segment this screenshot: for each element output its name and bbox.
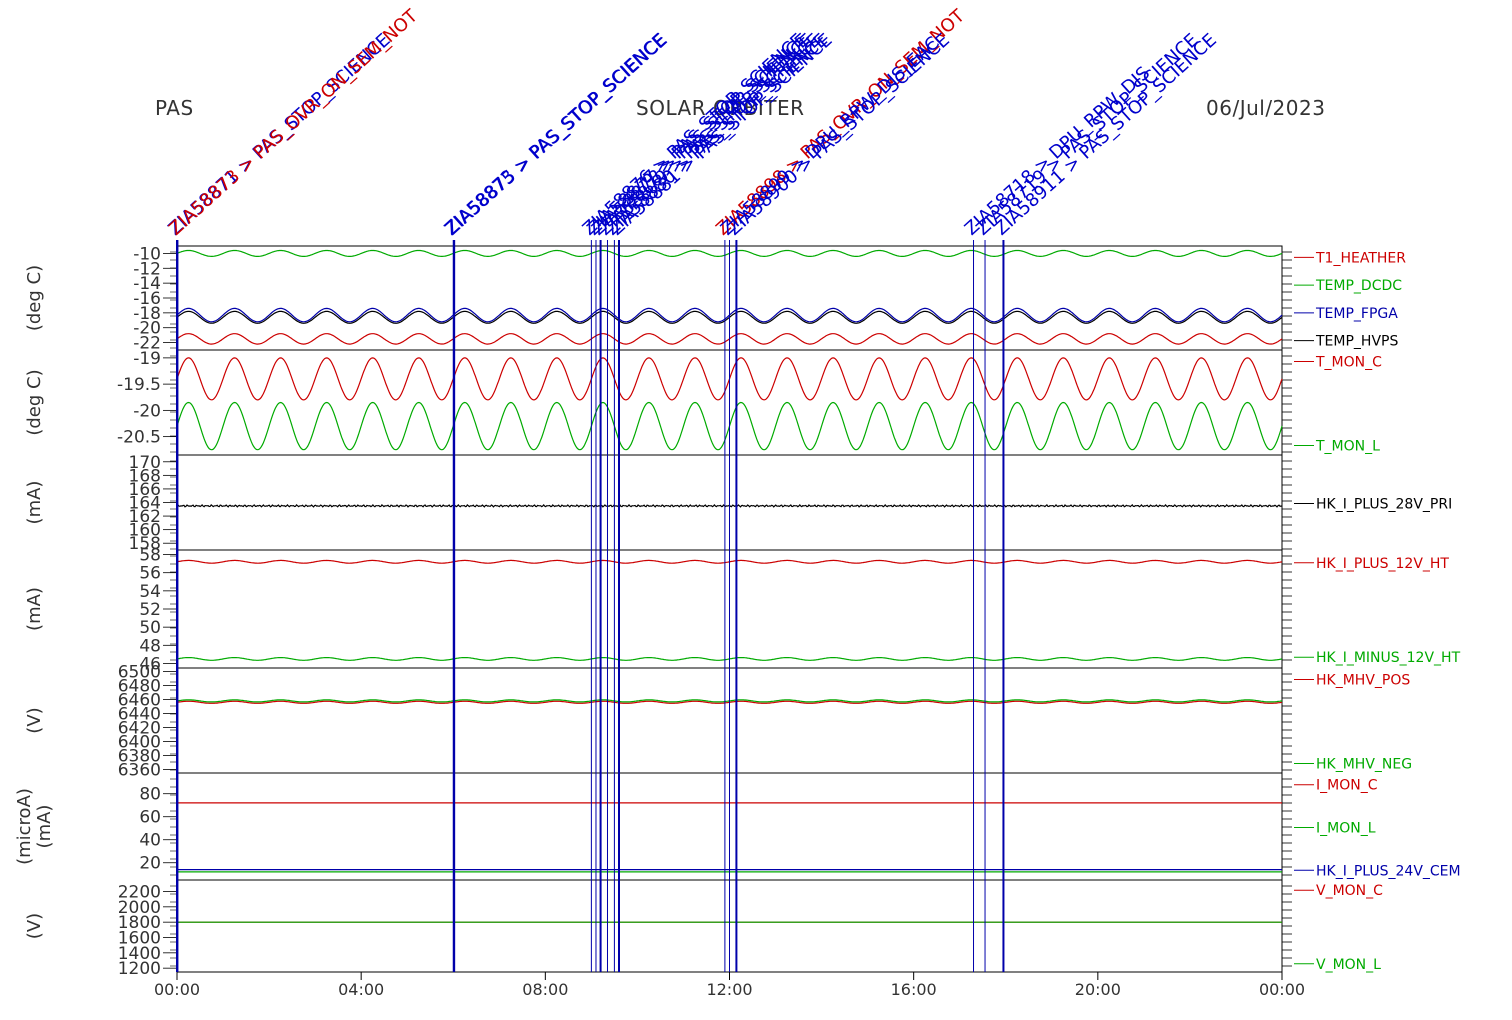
legend-label: TEMP_HVPS <box>1315 334 1398 350</box>
y-tick-label: 1400 <box>118 944 161 964</box>
y-tick-label: 6440 <box>118 705 161 725</box>
y-tick-label: 6360 <box>118 761 161 781</box>
y-tick-label: 158 <box>129 534 161 554</box>
y-tick-label: 162 <box>129 507 161 527</box>
y-tick-label: -20.5 <box>117 428 161 448</box>
panel-6: 80 60 40 20 (microA) (mA) I_MON_C I_MON_L HK_I_P… <box>14 772 1461 881</box>
legend-label: HK_I_PLUS_24V_CEM <box>1316 863 1461 879</box>
y-tick-label: 6400 <box>118 733 161 753</box>
y-axis-label: (microA) <box>14 788 35 865</box>
y-tick-label: -18 <box>133 304 161 324</box>
event-marker-label: ZIA58719 > PAS_STOP_SCIENCE <box>972 30 1202 240</box>
legend-label: HK_MHV_NEG <box>1316 757 1412 773</box>
y-tick-label: 170 <box>129 453 161 473</box>
event-marker-label: ZIA58911 > PAS_STOP_SCIENCE <box>991 30 1221 240</box>
y-tick-label: 164 <box>129 494 161 514</box>
y-axis-label: (deg C) <box>24 265 45 331</box>
panel-2: -19 -19.5 -20 -20.5 (deg C) T_MON_C T_MON_L <box>24 349 1382 456</box>
panel-1: -10-12-14-16-18-20-22 (deg C) T1_HEATHER TE… <box>24 244 1406 353</box>
y-tick-label: 48 <box>139 636 161 656</box>
y-tick-label: 1200 <box>118 959 161 979</box>
legend-label: T1_HEATHER <box>1315 250 1406 266</box>
x-tick-label: 08:00 <box>522 980 568 999</box>
y-tick-label: 166 <box>129 480 161 500</box>
y-tick-label: -14 <box>133 274 161 294</box>
x-tick-label: 00:00 <box>154 980 200 999</box>
y-axis-label: (V) <box>24 913 45 939</box>
y-axis-label: (mA) <box>24 481 45 525</box>
x-tick-label: 00:00 <box>1259 980 1305 999</box>
y-tick-label: 6420 <box>118 719 161 739</box>
x-axis: 00:00 04:00 08:00 12:00 16:00 20:00 00:00 <box>154 972 1305 999</box>
legend-label: HK_MHV_POS <box>1316 673 1410 689</box>
y-tick-label: 1800 <box>118 913 161 933</box>
y-tick-label: -12 <box>133 259 161 279</box>
y-axis-label: (V) <box>24 707 45 733</box>
y-tick-label: 160 <box>129 521 161 541</box>
y-tick-label: 60 <box>139 808 161 828</box>
legend-label: TEMP_DCDC <box>1315 278 1402 294</box>
y-tick-label: 2000 <box>118 898 161 918</box>
y-tick-label: 46 <box>139 654 161 674</box>
x-tick-label: 04:00 <box>338 980 384 999</box>
x-tick-label: 20:00 <box>1075 980 1121 999</box>
legend-label: I_MON_L <box>1316 821 1376 837</box>
legend-label: HK_I_PLUS_12V_HT <box>1316 556 1449 572</box>
y-tick-label: -20 <box>133 319 161 339</box>
y-tick-label: 54 <box>139 582 161 602</box>
y-tick-label: -19.5 <box>117 375 161 395</box>
y-tick-label: 1600 <box>118 929 161 949</box>
x-tick-label: 12:00 <box>706 980 752 999</box>
y-tick-label: 168 <box>129 466 161 486</box>
legend-label: I_MON_C <box>1316 778 1378 794</box>
event-marker-label: ZIA58900 > PAS_STOP_SCIENCE <box>724 30 954 240</box>
y-tick-label: 50 <box>139 618 161 638</box>
y-tick-label: -19 <box>133 349 161 369</box>
y-tick-label: 6460 <box>118 691 161 711</box>
y-tick-label: -20 <box>133 401 161 421</box>
y-axis-label: (deg C) <box>24 369 45 435</box>
y-tick-label: 6480 <box>118 677 161 697</box>
y-tick-label: 56 <box>139 564 161 584</box>
y-axis-label: (mA) <box>34 805 55 849</box>
y-tick-label: 58 <box>139 546 161 566</box>
y-axis-label: (mA) <box>24 587 45 631</box>
legend-label: T_MON_L <box>1315 439 1380 455</box>
y-tick-label: -22 <box>133 334 161 354</box>
legend-label: TEMP_FPGA <box>1315 306 1398 322</box>
y-tick-label: 80 <box>139 785 161 805</box>
y-tick-label: 6380 <box>118 747 161 767</box>
legend-label: HK_I_PLUS_28V_PRI <box>1316 497 1452 513</box>
date-label: 06/Jul/2023 <box>1206 96 1326 120</box>
x-tick-label: 16:00 <box>891 980 937 999</box>
y-tick-label: 52 <box>139 600 161 620</box>
y-tick-label: -10 <box>133 244 161 264</box>
event-marker-label: ZIA58873 > PAS_OVR_ON_SEM_NOT <box>165 5 422 240</box>
legend-label: V_MON_C <box>1316 883 1383 899</box>
y-tick-label: 2200 <box>118 883 161 903</box>
y-tick-label: 6500 <box>118 663 161 683</box>
y-tick-label: 20 <box>139 854 161 874</box>
y-tick-label: -16 <box>133 289 161 309</box>
legend-label: T_MON_C <box>1315 355 1382 371</box>
mission-label: SOLAR ORBITER <box>636 96 805 120</box>
instrument-label: PAS <box>155 96 194 120</box>
legend-label: V_MON_L <box>1316 957 1381 973</box>
y-tick-label: 40 <box>139 831 161 851</box>
legend-label: HK_I_MINUS_12V_HT <box>1316 650 1461 666</box>
